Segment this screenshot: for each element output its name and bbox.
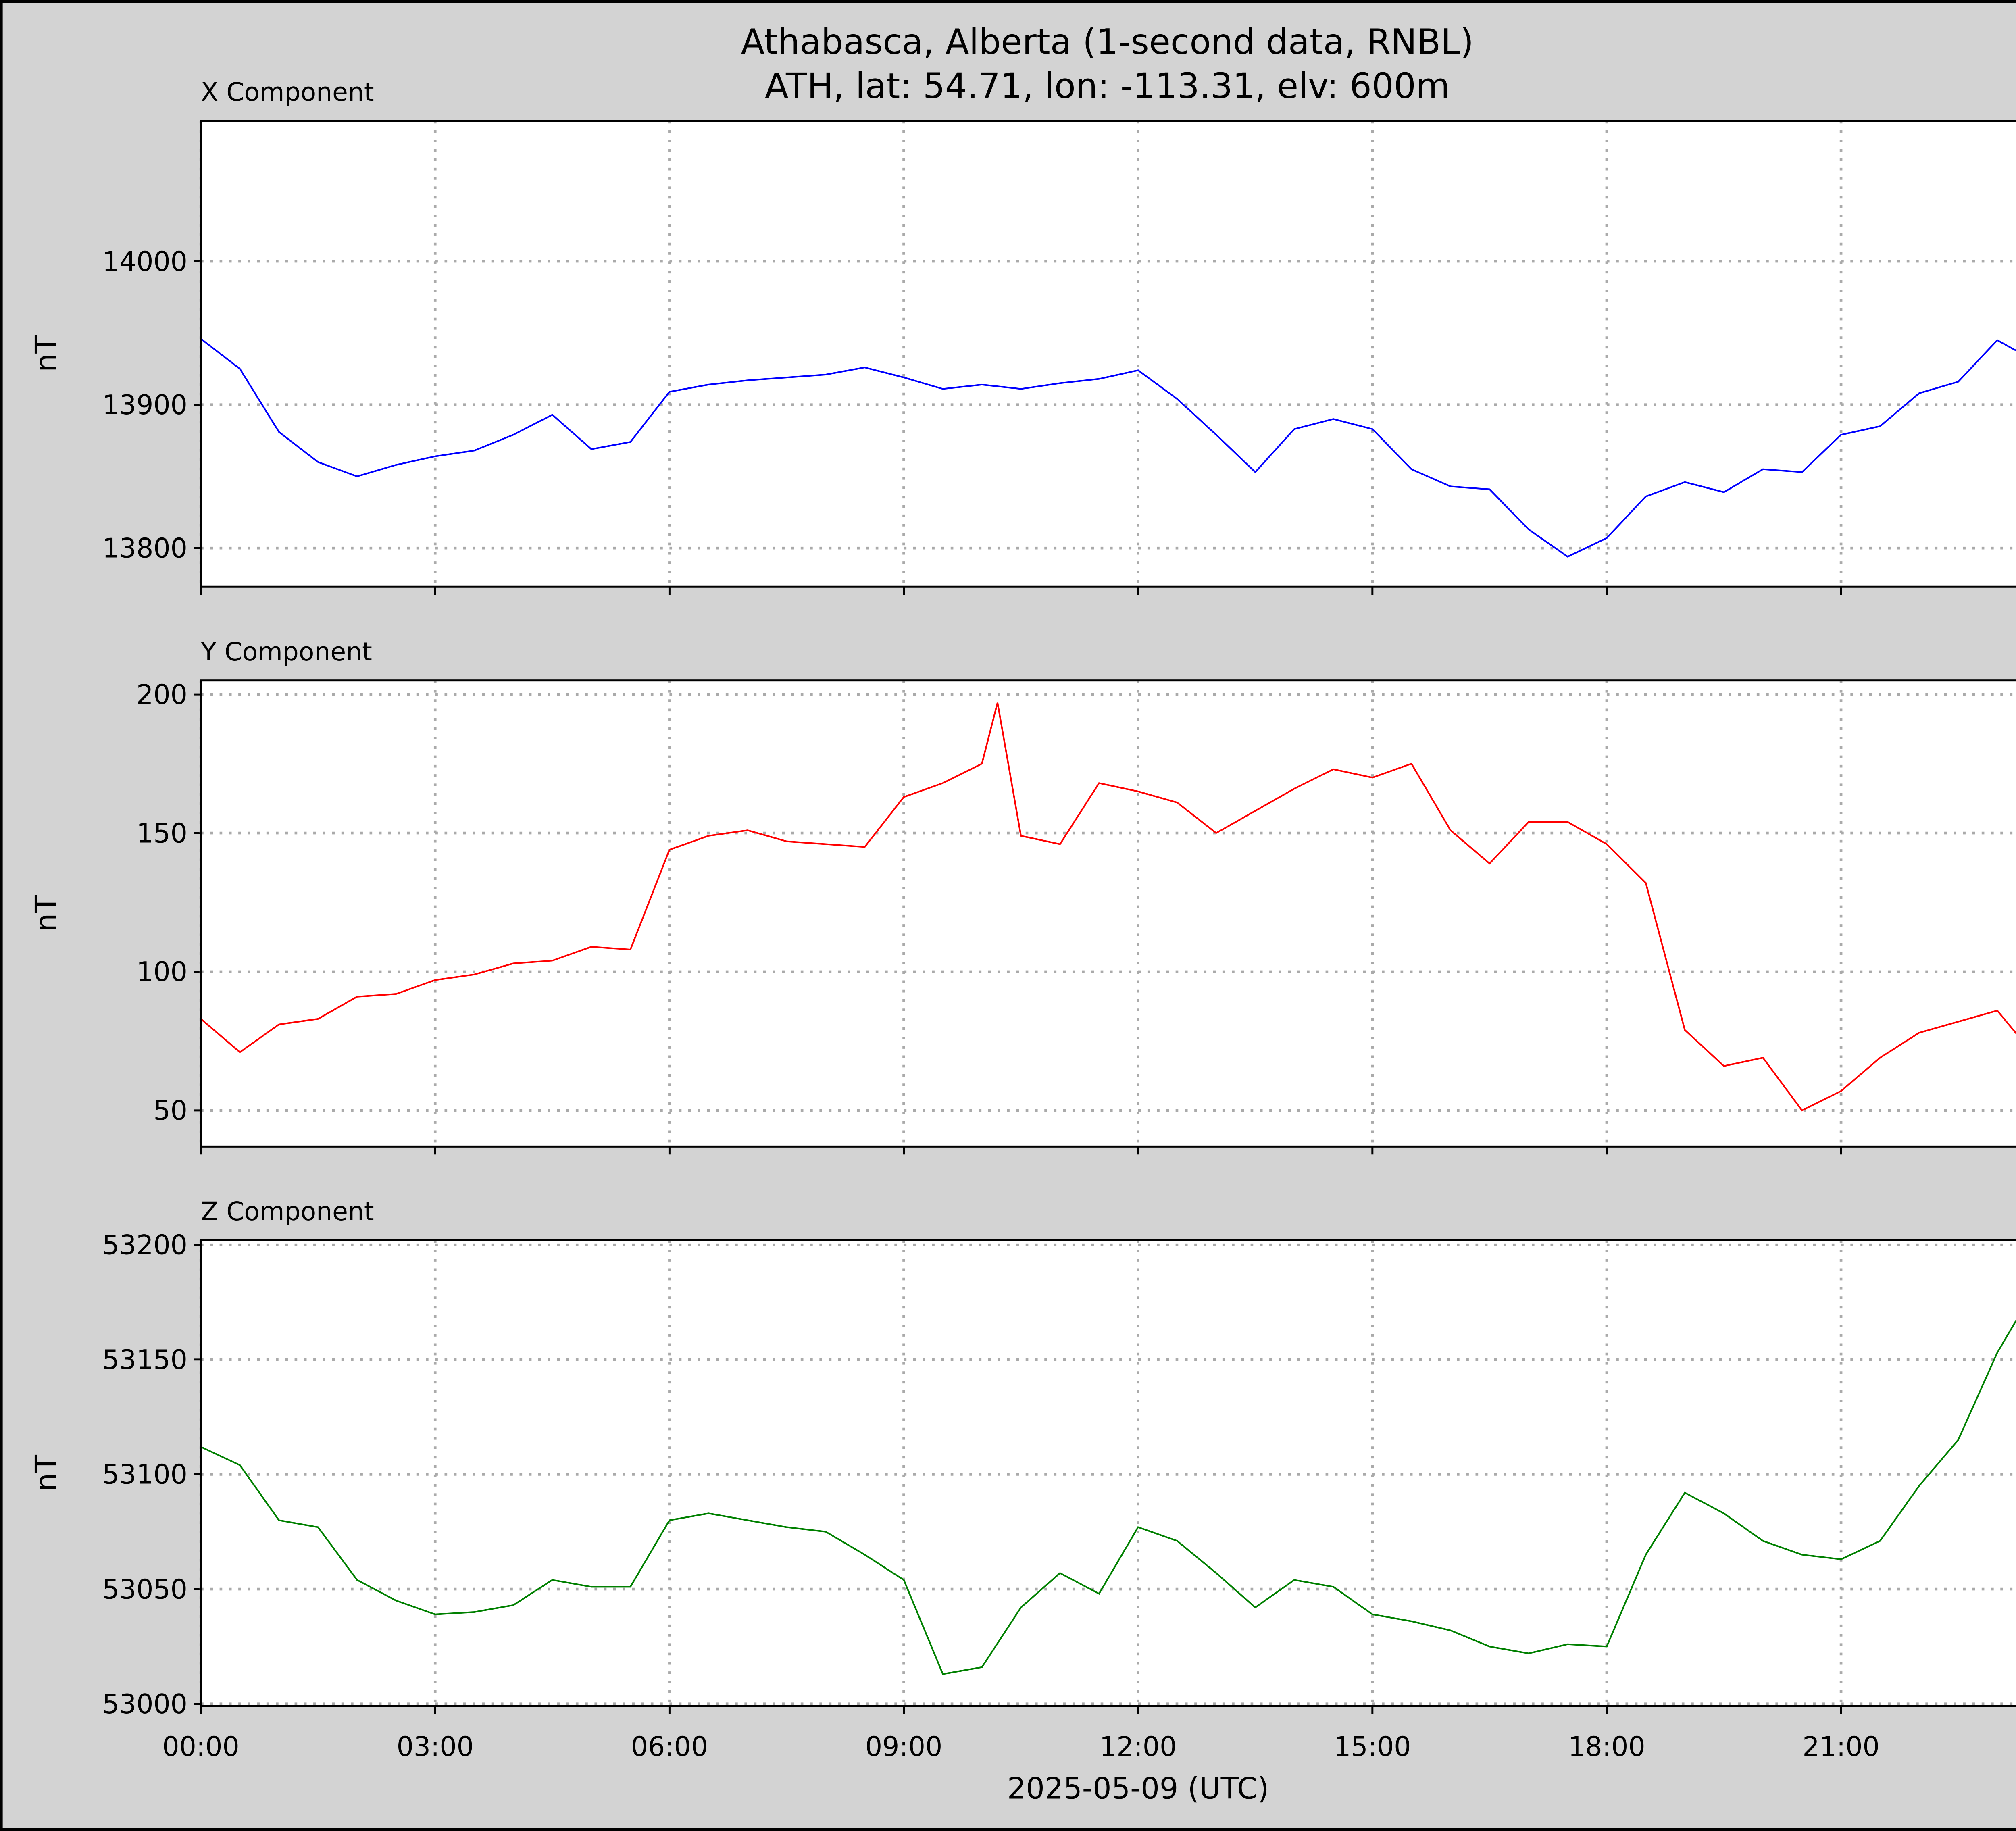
x-tick-label: 00:00: [162, 1731, 239, 1762]
panel: Y Component nT 50 100 150 200: [29, 637, 2016, 1155]
panel-title: Y Component: [200, 637, 372, 667]
x-tick-label: 15:00: [1334, 1731, 1411, 1762]
x-tick-label: 12:00: [1100, 1731, 1177, 1762]
x-tick-label: 03:00: [397, 1731, 474, 1762]
figure-subtitle: ATH, lat: 54.71, lon: -113.31, elv: 600m: [765, 66, 1450, 106]
panel: X Component nT 13800 13900 14000: [29, 77, 2016, 595]
y-tick-label: 53150: [102, 1344, 187, 1375]
plot-area: [201, 121, 2016, 587]
x-tick-label: 06:00: [631, 1731, 708, 1762]
x-tick-label: 21:00: [1802, 1731, 1879, 1762]
y-tick-label: 100: [136, 956, 187, 987]
y-tick-label: 53000: [102, 1688, 187, 1720]
x-tick-label: 09:00: [865, 1731, 942, 1762]
plot-area: [201, 680, 2016, 1147]
plot-frame: [200, 1239, 2016, 1707]
y-tick-label: 150: [136, 817, 187, 849]
plot-frame: [200, 679, 2016, 1148]
y-tick-label: 50: [153, 1095, 187, 1126]
figure-title: Athabasca, Alberta (1-second data, RNBL): [741, 22, 1474, 62]
y-tick-label: 53050: [102, 1573, 187, 1605]
x-axis-label: 2025-05-09 (UTC): [1007, 1772, 1269, 1806]
y-tick-label: 53200: [102, 1229, 187, 1260]
y-axis-label: nT: [29, 335, 63, 372]
y-axis-label: nT: [29, 1455, 63, 1491]
panel: Z Component nT 53000 53050 53100 53150 53200 00…: [29, 1196, 2016, 1762]
data-line: [200, 702, 2016, 1112]
panel-title: X Component: [201, 77, 374, 107]
plot-frame: [200, 120, 2016, 588]
y-tick-label: 53100: [102, 1459, 187, 1490]
y-tick-label: 14000: [102, 246, 187, 277]
y-tick-label: 13800: [102, 532, 187, 564]
panel-title: Z Component: [201, 1196, 374, 1226]
data-line: [200, 338, 2016, 558]
y-tick-label: 200: [136, 679, 187, 710]
y-tick-label: 13900: [102, 389, 187, 421]
x-tick-label: 18:00: [1568, 1731, 1645, 1762]
y-axis-label: nT: [29, 895, 63, 932]
data-line: [200, 1319, 2016, 1675]
